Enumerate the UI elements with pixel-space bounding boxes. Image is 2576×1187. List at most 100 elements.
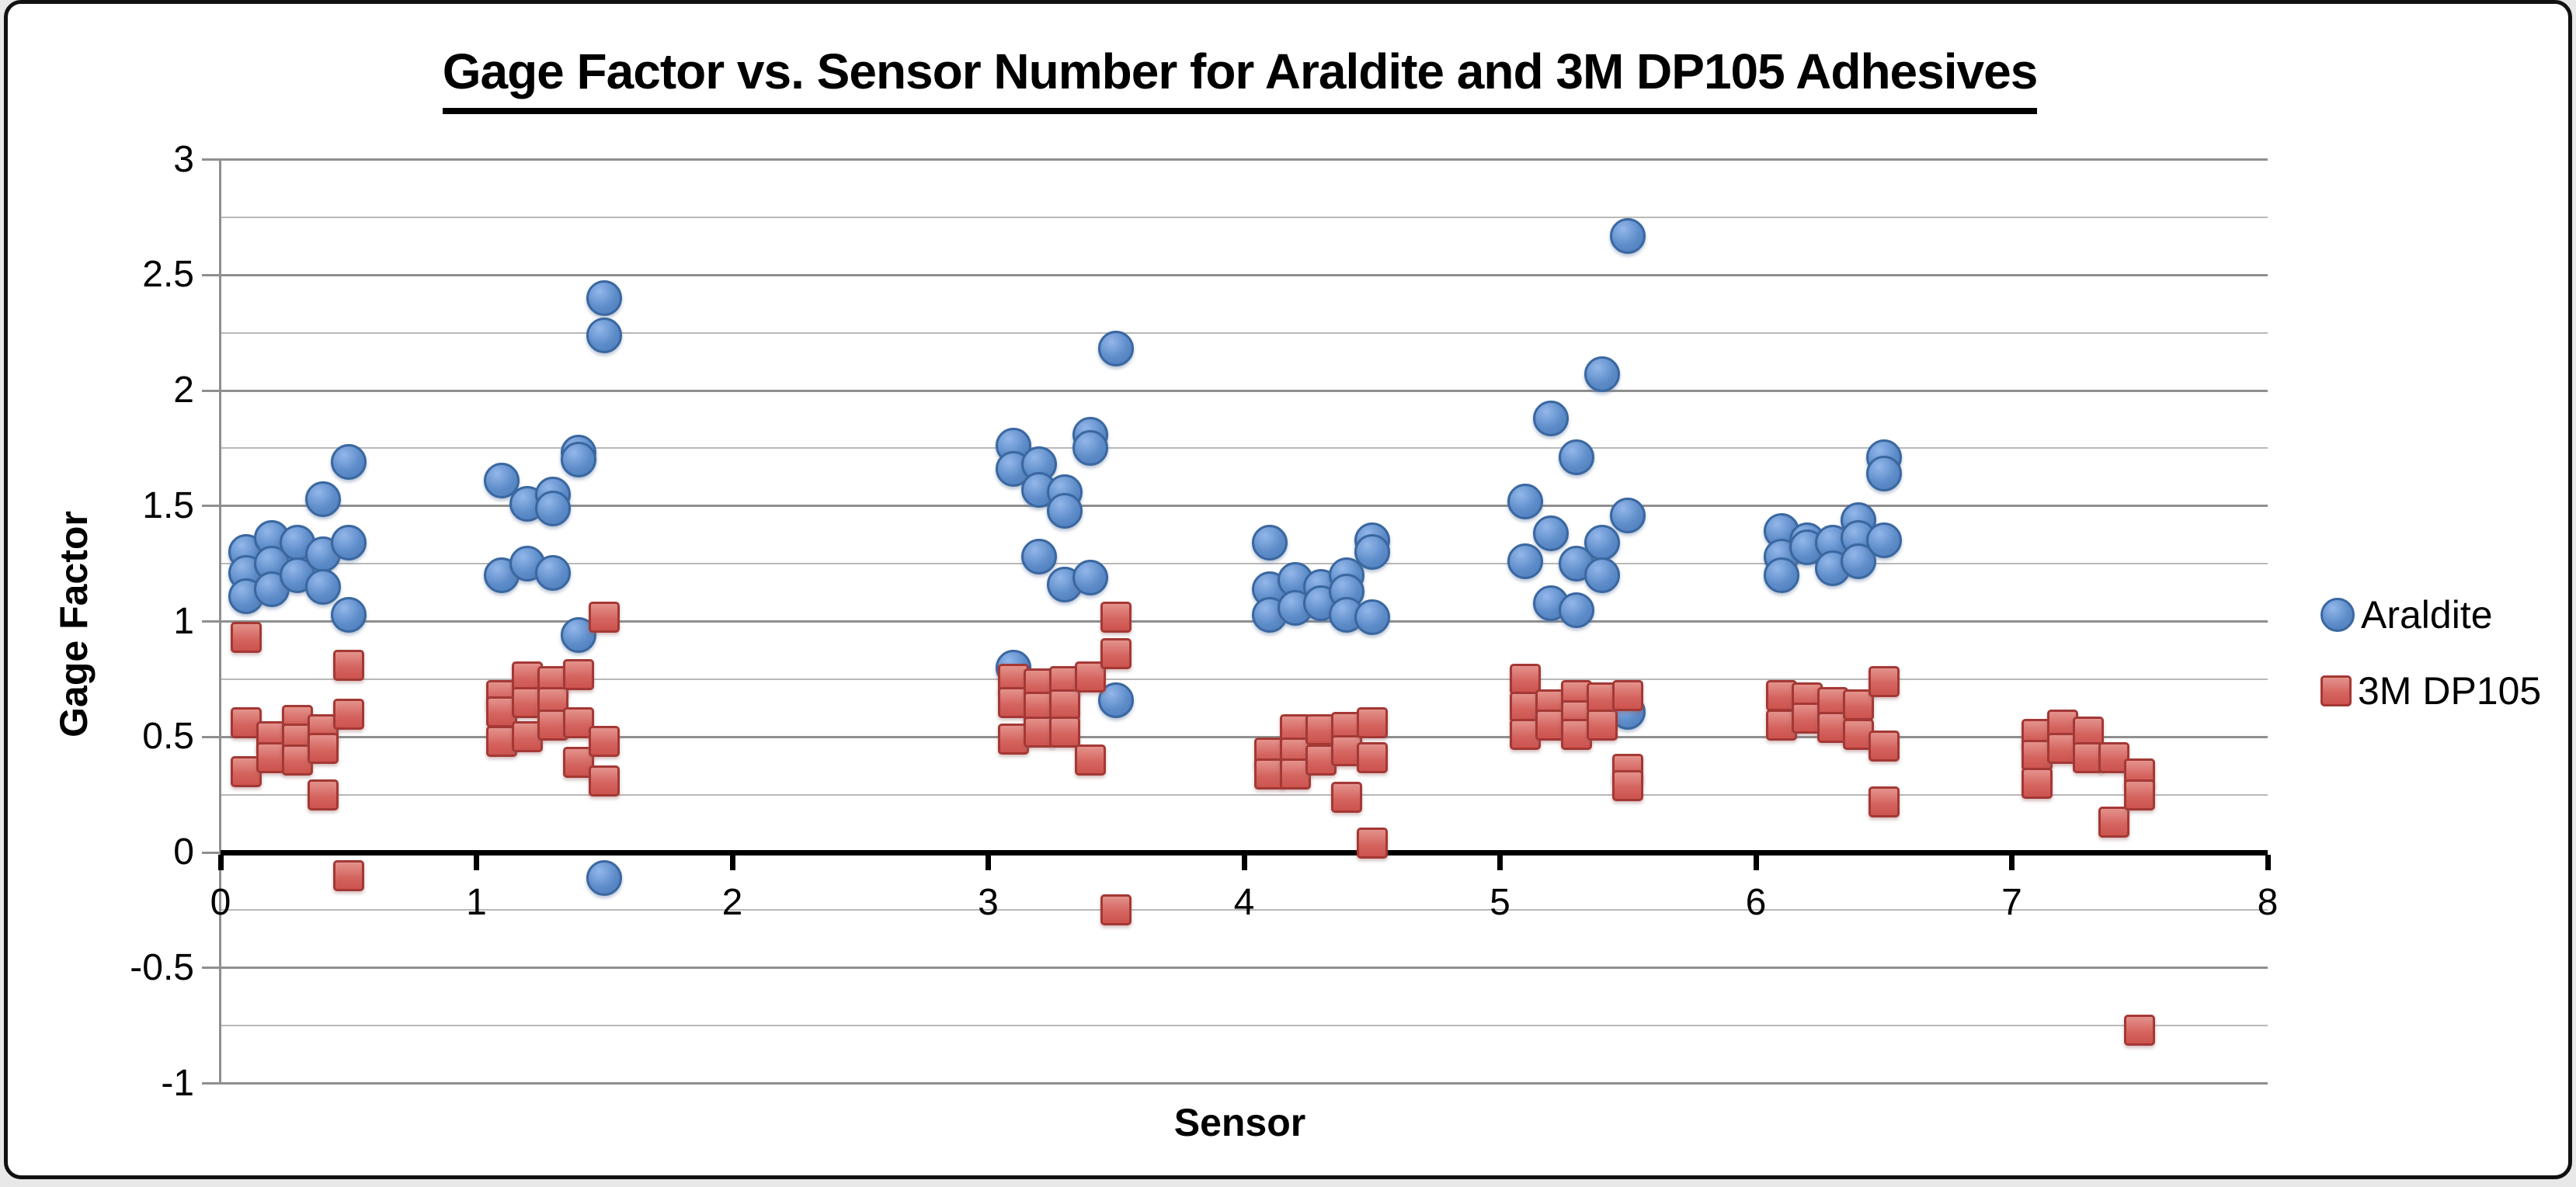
point-araldite [1072, 559, 1109, 595]
point-3m-dp105 [1330, 781, 1362, 813]
y-tick-label: -1 [161, 1062, 194, 1104]
x-tick-label: 2 [721, 882, 743, 923]
point-araldite [535, 555, 572, 592]
x-tick-mark [1497, 855, 1503, 870]
legend-label-3m-dp105: 3M DP105 [2358, 669, 2542, 713]
x-tick-label: 8 [2257, 882, 2279, 923]
point-araldite [1763, 557, 1799, 593]
point-araldite [1584, 557, 1621, 593]
x-tick-mark [474, 855, 479, 870]
y-tick-label: -0.5 [130, 946, 194, 988]
x-tick-mark [2265, 855, 2271, 870]
point-3m-dp105 [589, 765, 621, 797]
x-tick-label: 1 [466, 882, 487, 923]
x-tick-label: 0 [210, 882, 231, 923]
y-tick-mark [202, 273, 221, 276]
point-3m-dp105 [1868, 786, 1900, 817]
point-araldite [1865, 456, 1902, 492]
point-3m-dp105 [2124, 1015, 2156, 1046]
y-tick-mark [202, 1082, 221, 1085]
point-araldite [1354, 534, 1390, 571]
y-tick-mark [202, 389, 221, 392]
chart-title: Gage Factor vs. Sensor Number for Araldi… [442, 43, 2038, 114]
point-3m-dp105 [1356, 742, 1388, 774]
point-araldite [1251, 525, 1288, 561]
gridline [221, 273, 2268, 276]
point-araldite [1559, 592, 1595, 628]
point-araldite [1098, 331, 1135, 367]
point-araldite [535, 490, 572, 526]
point-3m-dp105 [2022, 767, 2053, 799]
point-3m-dp105 [589, 726, 621, 758]
point-araldite [586, 317, 623, 353]
gridline [221, 678, 2268, 680]
y-tick-label: 0.5 [142, 716, 194, 758]
gridline [221, 735, 2268, 738]
point-3m-dp105 [1587, 710, 1618, 741]
title-wrap: Gage Factor vs. Sensor Number for Araldi… [221, 43, 2259, 114]
x-tick-mark [2009, 855, 2015, 870]
point-araldite [1533, 515, 1570, 552]
gridline [221, 967, 2268, 970]
legend-entry-3m-dp105: 3M DP105 [2320, 668, 2541, 713]
point-3m-dp105 [1356, 707, 1388, 739]
point-araldite [1610, 217, 1646, 254]
point-araldite [330, 444, 367, 481]
gridline [221, 620, 2268, 623]
point-araldite [561, 442, 597, 478]
point-3m-dp105 [1356, 828, 1388, 859]
point-3m-dp105 [1049, 689, 1081, 720]
legend-label-araldite: Araldite [2361, 593, 2493, 637]
point-3m-dp105 [563, 658, 595, 690]
point-araldite [1507, 543, 1544, 580]
point-araldite [1610, 497, 1646, 533]
point-3m-dp105 [332, 859, 364, 891]
dp105-square-marker-icon [2320, 675, 2352, 706]
point-3m-dp105 [589, 601, 621, 633]
y-tick-mark [202, 505, 221, 508]
point-araldite [1354, 599, 1390, 635]
x-tick-label: 7 [2001, 882, 2022, 923]
y-tick-mark [202, 620, 221, 623]
y-tick-label: 1 [173, 600, 194, 642]
point-araldite [1584, 525, 1621, 561]
x-tick-mark [986, 855, 991, 870]
point-3m-dp105 [1075, 744, 1107, 776]
y-tick-label: 0 [173, 831, 194, 873]
point-araldite [1021, 539, 1058, 575]
point-araldite [586, 280, 623, 316]
point-araldite [304, 481, 341, 517]
x-tick-mark [1241, 855, 1247, 870]
gridline [221, 216, 2268, 218]
x-tick-label: 4 [1233, 882, 1255, 923]
point-araldite [330, 525, 367, 561]
y-tick-label: 2 [173, 370, 194, 411]
scatter-chart: Gage Factor vs. Sensor Number for Araldi… [8, 4, 2568, 1175]
point-3m-dp105 [1100, 638, 1132, 670]
legend-entry-araldite: Araldite [2320, 592, 2493, 637]
point-araldite [1533, 400, 1570, 436]
point-3m-dp105 [1612, 769, 1644, 801]
point-3m-dp105 [1049, 717, 1081, 748]
x-tick-label: 6 [1745, 882, 1767, 923]
x-tick-mark [1753, 855, 1759, 870]
y-tick-mark [202, 967, 221, 970]
gridline [221, 563, 2268, 565]
point-3m-dp105 [307, 779, 339, 810]
point-3m-dp105 [1612, 679, 1644, 711]
point-araldite [1559, 439, 1595, 476]
x-axis-zero-line [221, 849, 2268, 856]
x-tick-label: 3 [978, 882, 999, 923]
point-3m-dp105 [1100, 894, 1132, 926]
point-3m-dp105 [563, 707, 595, 739]
point-araldite [586, 859, 623, 896]
point-3m-dp105 [1868, 665, 1900, 697]
point-3m-dp105 [2124, 779, 2156, 810]
point-araldite [330, 596, 367, 633]
gridline [221, 158, 2268, 161]
chart-frame: Gage Factor vs. Sensor Number for Araldi… [4, 0, 2572, 1179]
point-araldite [1584, 356, 1621, 393]
point-3m-dp105 [1100, 601, 1132, 633]
point-3m-dp105 [332, 698, 364, 730]
y-tick-mark [202, 735, 221, 738]
